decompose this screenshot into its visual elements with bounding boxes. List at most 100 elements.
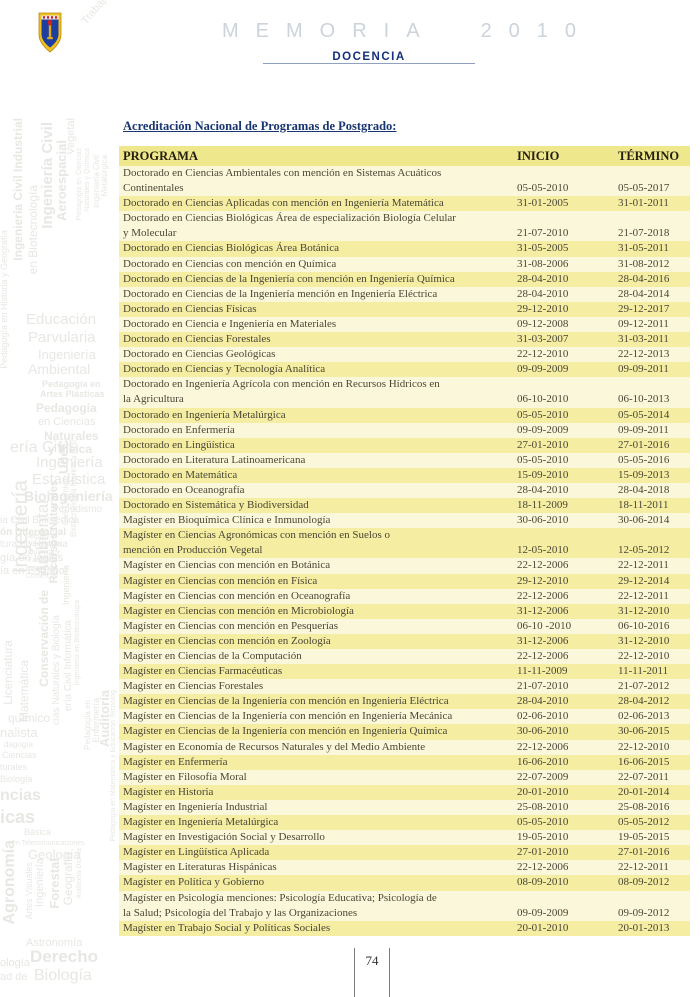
termino-cell: 19-05-2015	[618, 831, 670, 844]
sidebar-word: Geología	[28, 847, 81, 862]
inicio-cell: 22-07-2009	[517, 770, 569, 783]
termino-cell: 05-05-2014	[618, 408, 670, 421]
termino-cell: 27-01-2016	[618, 846, 670, 859]
sidebar-word: Ambiental	[28, 361, 91, 377]
program-cell: Doctorado en Ciencias de la Ingeniería m…	[123, 287, 438, 300]
inicio-cell: 16-06-2010	[517, 755, 569, 768]
termino-cell: 28-04-2012	[618, 695, 670, 708]
inicio-cell: 08-09-2010	[517, 876, 569, 889]
table-row: Magíster en Investigación Social y Desar…	[119, 830, 690, 846]
sidebar-word: Derecho	[30, 947, 99, 966]
program-cell: Magíster en Ciencias de la Ingeniería co…	[123, 710, 453, 723]
sidebar-word: Ingeniería en Biotecnología	[74, 600, 81, 686]
inicio-cell: 18-11-2009	[517, 499, 568, 512]
program-cell: Magíster en Política y Gobierno	[123, 876, 265, 889]
inicio-cell: 12-05-2010	[517, 544, 569, 557]
sidebar-word: ía en Español	[0, 565, 68, 577]
inicio-cell: 22-12-2006	[517, 740, 569, 753]
program-cell: Magíster en Investigación Social y Desar…	[123, 831, 325, 844]
table-row: Doctorado en Ciencias Biológicas Área de…	[119, 211, 690, 242]
table-row: Doctorado en Ciencias de la Ingeniería m…	[119, 286, 690, 302]
termino-cell: 15-09-2013	[618, 468, 670, 481]
inicio-cell: 31-03-2007	[517, 333, 569, 346]
termino-cell: 22-12-2011	[618, 589, 669, 602]
termino-cell: 05-05-2016	[618, 453, 670, 466]
inicio-cell: 29-12-2010	[517, 574, 569, 587]
table-row: Magíster en Literaturas Hispánicas 22-12-…	[119, 860, 690, 876]
table-row: Magíster en Ciencias con mención en Botá…	[119, 558, 690, 574]
inicio-cell: 31-12-2006	[517, 634, 569, 647]
program-cell: Doctorado en Enfermería	[123, 423, 235, 436]
table-row: Magíster en Economía de Recursos Natural…	[119, 739, 690, 755]
termino-cell: 31-01-2011	[618, 197, 669, 210]
program-cell: Doctorado en Ciencia e Ingeniería en Mat…	[123, 317, 337, 330]
termino-cell: 22-12-2010	[618, 740, 670, 753]
inicio-cell: 27-01-2010	[517, 438, 569, 451]
inicio-cell: 27-01-2010	[517, 846, 569, 859]
inicio-cell: 28-04-2010	[517, 483, 569, 496]
termino-cell: 29-12-2014	[618, 574, 670, 587]
termino-cell: 22-12-2011	[618, 559, 669, 572]
sidebar-word: Comercial	[26, 573, 58, 580]
program-cell: Doctorado en Ciencias Forestales	[123, 333, 271, 346]
table-header-row: PROGRAMA INICIO TÉRMINO	[119, 146, 690, 166]
termino-cell: 02-06-2013	[618, 710, 670, 723]
sidebar-word: Pedagogía en Historia y Geografía	[0, 230, 9, 369]
program-cell: Magíster en Ciencias con mención en Físi…	[123, 574, 318, 587]
program-cell: Magíster en Trabajo Social y Políticas S…	[123, 921, 331, 934]
inicio-cell: 05-05-2010	[517, 182, 569, 195]
sidebar-word: Educación	[26, 311, 97, 328]
sidebar-word: Ingeniería Civil	[39, 122, 56, 229]
sidebar-word: Ciencias	[2, 750, 37, 760]
table-row: Doctorado en Ciencias Ambientales con me…	[119, 166, 690, 197]
table-row: Doctorado en Sistemática y Biodiversidad…	[119, 498, 690, 514]
termino-cell: 06-10-2016	[618, 619, 670, 632]
termino-cell: 31-12-2010	[618, 634, 670, 647]
sidebar-word: ad de	[0, 971, 28, 983]
sidebar-word: en Biotecnología	[26, 185, 40, 275]
termino-cell: 22-12-2010	[618, 650, 670, 662]
sidebar-word: ncias	[0, 787, 41, 804]
table-row: Doctorado en Ciencias Geológicas 22-12-20…	[119, 347, 690, 363]
inicio-cell: 06-10 -2010	[517, 619, 572, 632]
table-row: Doctorado en Ciencias de la Ingeniería c…	[119, 271, 690, 287]
table-row: Magíster en Filosofía Moral 22-07-2009 22-…	[119, 769, 690, 785]
inicio-cell: 29-12-2010	[517, 302, 569, 315]
inicio-cell: 30-06-2010	[517, 514, 569, 527]
program-cell: Magíster en Ciencias con mención en Zool…	[123, 634, 331, 647]
program-cell: Doctorado en Sistemática y Biodiversidad	[123, 499, 309, 512]
table-row: Doctorado en Ciencias Aplicadas con menc…	[119, 196, 690, 212]
sidebar-word: en Ciencias	[38, 416, 96, 428]
program-cell: Magíster en Ciencias Forestales	[123, 680, 264, 693]
table-row: Magíster en Ciencias Agronómicas con men…	[119, 528, 690, 559]
inicio-cell: 21-07-2010	[517, 227, 569, 240]
sidebar-word: y Física	[48, 442, 93, 456]
termino-cell: 22-12-2013	[618, 348, 670, 361]
section-underline	[263, 63, 475, 64]
program-cell: Doctorado en Ciencias Geológicas	[123, 348, 276, 361]
program-cell: Magíster en Lingüística Aplicada	[123, 846, 270, 859]
table-row: Magíster en Ciencias con mención en Físi…	[119, 573, 690, 589]
program-cell: Magíster en Economía de Recursos Natural…	[123, 740, 426, 753]
termino-cell: 20-01-2013	[618, 921, 670, 934]
sidebar-word: tura en Historia	[0, 539, 68, 550]
inicio-cell: 09-09-2009	[517, 423, 569, 436]
sidebar-word: Pedagogía en Matemática y Educación Tecn…	[110, 690, 117, 842]
sidebar-word: Química y	[28, 549, 60, 556]
section-title-wrap: DOCENCIA	[263, 47, 475, 65]
program-cell: Magíster en Psicología menciones: Psicol…	[123, 891, 437, 919]
column-header-inicio: INICIO	[513, 146, 614, 166]
table-row: Magíster en Bioquímica Clínica e Inmunol…	[119, 513, 690, 529]
inicio-cell: 09-09-2009	[517, 906, 569, 919]
termino-cell: 25-08-2016	[618, 800, 670, 813]
inicio-cell: 28-04-2010	[517, 272, 569, 285]
termino-cell: 28-04-2016	[618, 272, 670, 285]
sidebar-word: Naturales	[44, 429, 99, 443]
inicio-cell: 20-01-2010	[517, 785, 569, 798]
termino-cell: 22-07-2011	[618, 770, 669, 783]
program-cell: Magíster en Ciencias de la Computación	[123, 650, 302, 662]
termino-cell: 11-11-2011	[618, 665, 669, 678]
inicio-cell: 22-12-2006	[517, 589, 569, 602]
program-cell: Magíster en Ciencias con mención en Micr…	[123, 604, 354, 617]
sidebar-word: nalista	[0, 725, 38, 740]
